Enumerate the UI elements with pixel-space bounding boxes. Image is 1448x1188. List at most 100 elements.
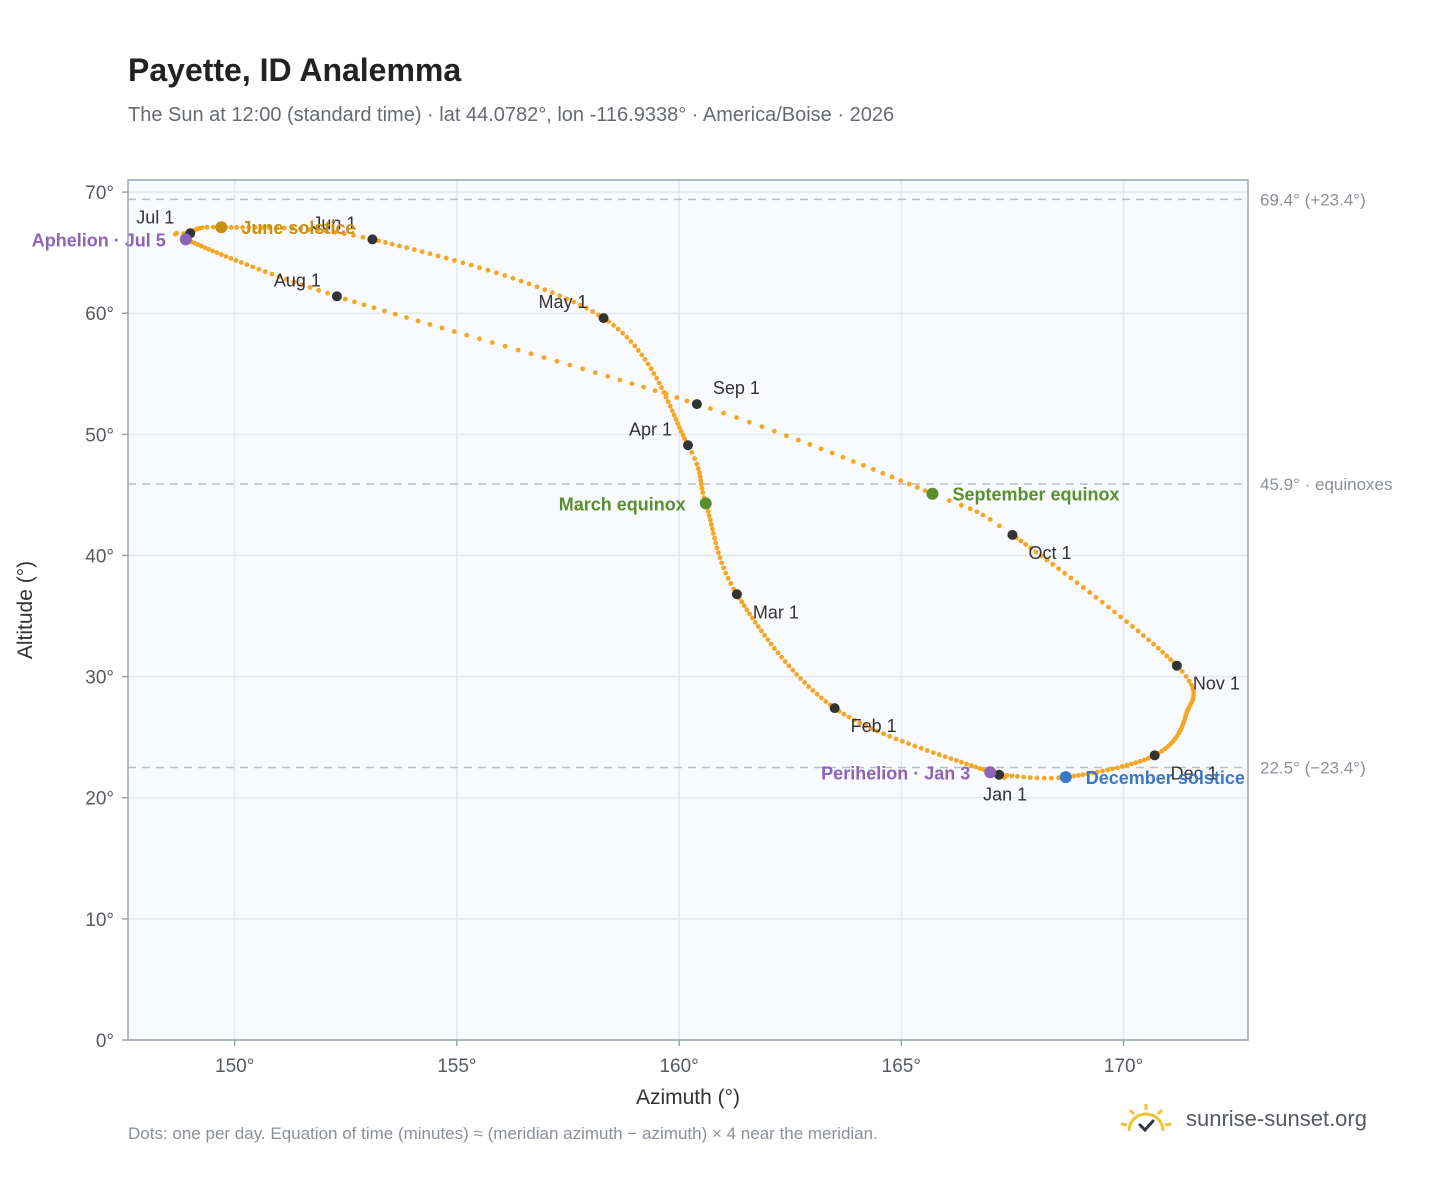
day-dot [1146,637,1152,643]
day-dot [771,428,777,434]
event-marker [699,497,712,510]
day-dot [620,330,626,336]
day-dot [1124,619,1129,625]
day-dot [628,339,634,344]
day-dot [721,410,726,416]
day-dot [451,329,457,334]
day-dot [906,481,912,487]
day-dot [584,305,590,311]
day-dot [1129,623,1135,629]
day-dot [678,428,684,434]
day-dot [269,271,275,277]
day-dot [1080,585,1086,590]
day-dot [325,290,331,296]
day-dot [262,269,268,275]
day-dot [214,250,220,256]
day-dot [1160,649,1166,655]
day-dot [711,531,716,536]
day-dot [790,667,796,673]
day-dot [592,370,598,375]
day-dot [968,763,974,768]
x-tick-label: 160° [659,1056,698,1077]
day-dot [762,632,767,638]
day-dot [755,624,761,629]
day-dot [698,481,704,487]
plot-frame [127,179,1249,1041]
month-marker [331,291,342,302]
day-dot [829,450,835,456]
reference-line-label: 69.4° (+23.4°) [1260,190,1366,209]
day-dot [541,355,547,360]
day-dot [779,654,784,660]
day-dot [870,467,876,472]
day-dot [818,695,824,701]
day-dot [528,351,534,357]
day-dot [477,265,482,271]
day-dot [427,251,433,257]
day-dot [557,293,563,299]
day-dot [1093,594,1099,600]
x-tick-label: 155° [437,1056,476,1077]
day-dot [930,750,936,756]
day-dot [1074,580,1080,586]
day-dot [712,535,717,541]
x-tick-label: 165° [882,1056,921,1077]
day-dot [652,388,658,394]
day-dot [218,252,224,257]
day-dot [554,358,560,364]
day-dot [518,278,524,284]
day-dot [648,366,654,372]
day-dot [758,628,764,634]
day-dot [806,684,812,689]
day-dot [899,738,905,744]
day-dot [699,485,705,491]
day-dot [376,238,382,244]
day-dot [210,224,216,230]
day-dot [252,225,258,230]
day-dot [534,284,540,290]
day-dot [323,228,329,234]
axes: 150° 155° 160° 165° 170° 0° 10° 20° 30° 40° 50° 60°… [14,183,1143,1109]
day-dot [741,603,747,609]
day-dot [1129,761,1134,767]
month-label: Dec 1 [1171,763,1218,783]
day-dot [752,619,758,625]
month-label: Jul 1 [136,207,174,227]
day-dot [172,231,178,237]
day-dot [542,287,548,293]
day-dot [443,255,449,261]
day-dot [677,425,682,430]
brand[interactable]: sunrise-sunset.org [1120,1102,1367,1136]
day-dot [382,308,387,314]
month-label: Jan 1 [983,785,1027,805]
day-dot [717,555,723,561]
day-dot [515,347,521,353]
day-dot [810,688,816,693]
event-marker [179,233,192,246]
month-label: Aug 1 [274,270,321,290]
day-dot [493,270,499,276]
day-dot [266,225,272,230]
day-dot [283,276,289,282]
day-dot [782,659,788,664]
day-dot [371,305,377,311]
day-dot [1004,772,1010,778]
day-dot [629,381,635,386]
day-dot [759,424,765,430]
day-dot [228,255,234,261]
day-dot [502,273,508,278]
plot-area [128,180,1248,1040]
day-dot [564,296,570,302]
day-dot [674,395,680,400]
day-dot [977,766,983,771]
day-dot [1018,538,1024,544]
day-dot [549,290,555,296]
day-dot [617,377,623,383]
event-label: March equinox [559,494,686,514]
day-dot [680,432,686,438]
day-dot [276,274,282,280]
day-dot [906,741,911,747]
month-marker [691,399,702,410]
day-dot [624,334,630,340]
month-marker [367,234,378,245]
